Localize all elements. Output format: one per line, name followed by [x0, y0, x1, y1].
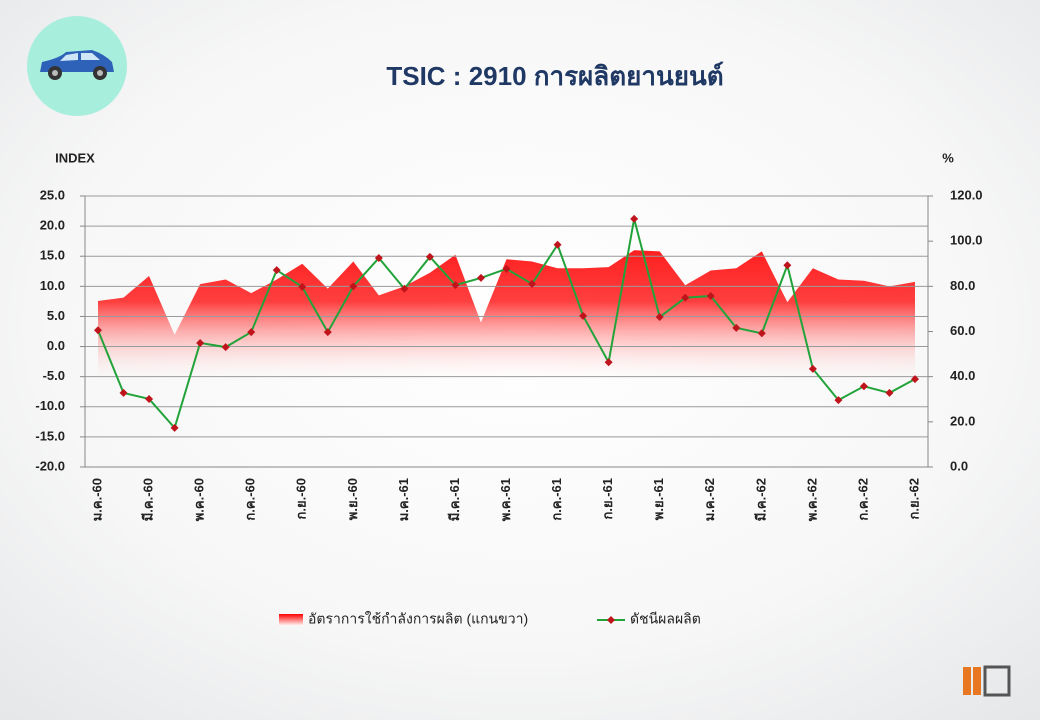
marker [374, 254, 383, 263]
marker [834, 396, 843, 405]
marker [451, 281, 460, 290]
x-tick-label: พ.ย.-60 [345, 478, 360, 520]
y2-tick-label: 80.0 [950, 278, 975, 293]
y-tick-label: 5.0 [47, 308, 65, 323]
x-tick-label: ม.ค.-61 [396, 478, 411, 521]
marker [425, 252, 434, 261]
marker [783, 261, 792, 270]
logo [963, 665, 1011, 697]
area [98, 250, 915, 467]
y2-tick-label: 60.0 [950, 323, 975, 338]
x-tick-label: มี.ค.-62 [753, 478, 768, 521]
marker [170, 423, 179, 432]
marker [196, 338, 205, 347]
x-tick-label: ก.ค.-62 [855, 478, 870, 521]
marker [681, 293, 690, 302]
x-tick-label: พ.ค.-62 [804, 478, 819, 521]
x-tick-label: มี.ค.-61 [447, 478, 462, 521]
marker [911, 375, 919, 384]
x-tick-label: พ.ค.-60 [192, 478, 207, 521]
x-tick-label: ก.ย.-61 [600, 478, 615, 520]
y-tick-label: 10.0 [40, 278, 65, 293]
x-tick-label: ก.ย.-60 [294, 478, 309, 520]
marker [859, 382, 868, 391]
marker [94, 326, 102, 335]
y2-tick-label: 120.0 [950, 187, 983, 202]
x-tick-label: ก.ค.-60 [243, 478, 258, 521]
marker [119, 388, 128, 397]
marker [579, 311, 588, 320]
legend-swatch [279, 614, 303, 626]
marker [476, 273, 485, 282]
y-tick-label: 20.0 [40, 218, 65, 233]
marker [272, 266, 281, 275]
y-tick-label: 25.0 [40, 187, 65, 202]
marker [706, 291, 715, 300]
legend-swatch [607, 616, 615, 624]
legend-label: อัตราการใช้กำลังการผลิต (แกนขวา) [308, 611, 528, 627]
marker [247, 328, 256, 337]
marker [221, 343, 230, 352]
marker [732, 323, 741, 332]
y-tick-label: 0.0 [47, 338, 65, 353]
y-tick-label: -10.0 [35, 398, 65, 413]
y2-tick-label: 0.0 [950, 458, 968, 473]
x-tick-label: ม.ค.-62 [702, 478, 717, 521]
y-tick-label: -5.0 [43, 368, 65, 383]
legend-label: ดัชนีผลผลิต [630, 611, 701, 627]
marker [349, 282, 358, 291]
x-tick-label: ก.ย.-62 [906, 478, 921, 520]
y2-tick-label: 100.0 [950, 233, 983, 248]
marker [553, 240, 562, 249]
marker [400, 284, 409, 293]
marker [323, 328, 332, 337]
x-tick-label: พ.ย.-61 [651, 478, 666, 520]
x-tick-label: พ.ค.-61 [498, 478, 513, 521]
y-axis-label: INDEX [55, 150, 95, 165]
x-tick-label: ม.ค.-60 [89, 478, 104, 521]
x-tick-label: มี.ค.-60 [141, 478, 156, 521]
y-tick-label: -20.0 [35, 458, 65, 473]
marker [757, 329, 766, 338]
chart-title: TSIC : 2910 การผลิตยานยนต์ [386, 61, 723, 91]
marker [808, 364, 817, 373]
car-icon [27, 16, 127, 116]
y2-tick-label: 20.0 [950, 413, 975, 428]
y-tick-label: -15.0 [35, 428, 65, 443]
marker [630, 214, 639, 223]
marker [298, 282, 307, 291]
y-tick-label: 15.0 [40, 248, 65, 263]
y2-axis-label: % [942, 150, 954, 165]
y2-tick-label: 40.0 [950, 368, 975, 383]
marker [604, 358, 613, 367]
x-tick-label: ก.ค.-61 [549, 478, 564, 521]
marker [655, 313, 664, 322]
marker [885, 388, 894, 397]
marker [528, 279, 537, 288]
marker [145, 394, 154, 403]
marker [502, 264, 511, 273]
